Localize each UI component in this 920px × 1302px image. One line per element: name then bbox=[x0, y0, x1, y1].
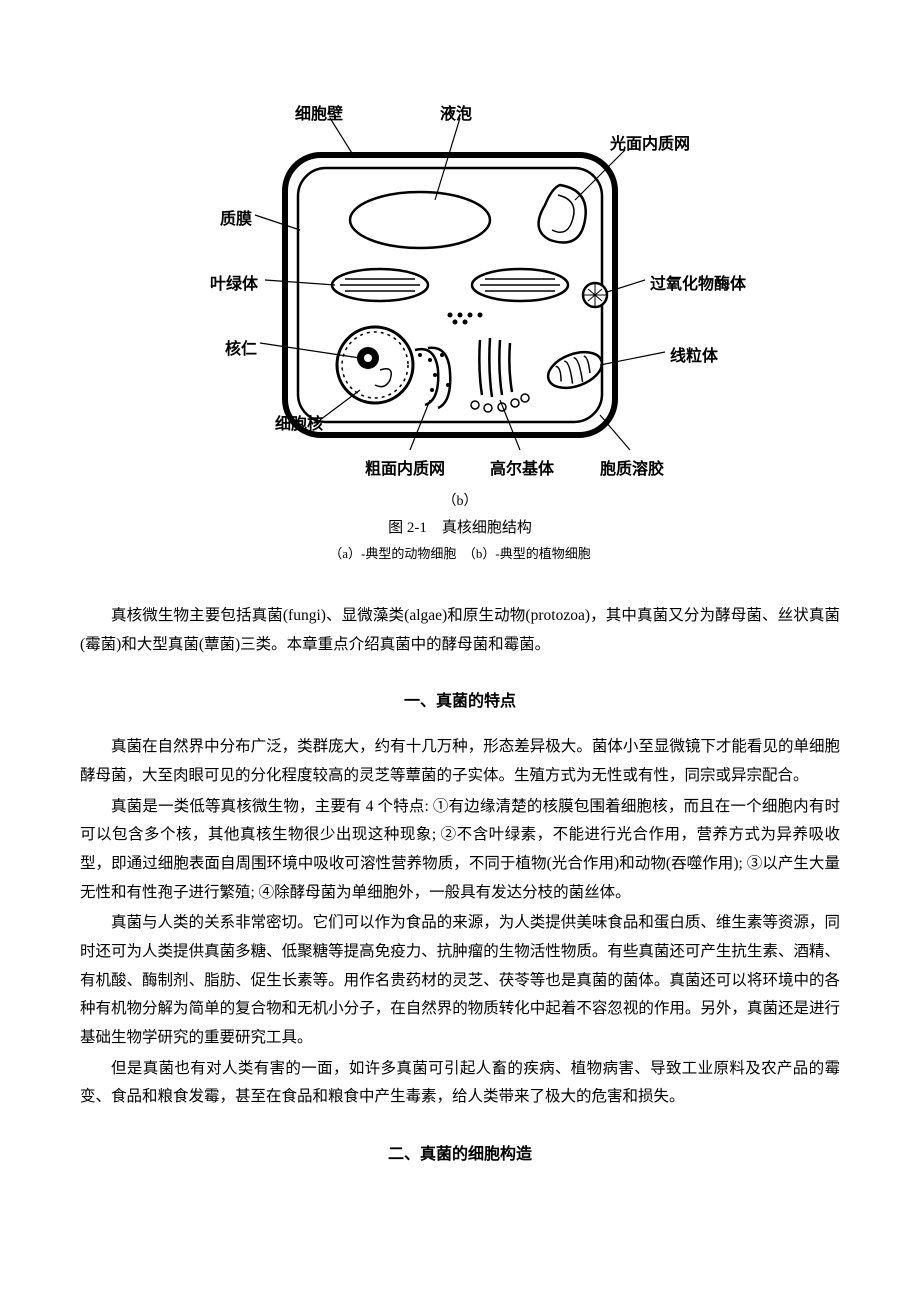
label-chloroplast: 叶绿体 bbox=[210, 270, 258, 294]
section1-p1: 真菌在自然界中分布广泛，类群庞大，约有十几万种，形态差异极大。菌体小至显微镜下才… bbox=[80, 733, 840, 790]
caption-subtitle: （a）-典型的动物细胞 （b）-典型的植物细胞 bbox=[80, 543, 840, 562]
label-vacuole: 液泡 bbox=[440, 100, 472, 124]
label-cytosol: 胞质溶胶 bbox=[600, 455, 664, 479]
cell-diagram: 细胞壁 液泡 光面内质网 质膜 叶绿体 过氧化物酶体 核仁 线粒体 细胞核 粗面… bbox=[180, 100, 740, 480]
figure-caption: （b） 图 2-1 真核细胞结构 （a）-典型的动物细胞 （b）-典型的植物细胞 bbox=[80, 490, 840, 562]
label-nucleus: 细胞核 bbox=[275, 410, 323, 434]
label-nucleolus: 核仁 bbox=[225, 335, 257, 359]
section1-heading: 一、真菌的特点 bbox=[80, 687, 840, 711]
label-plasma-membrane: 质膜 bbox=[220, 205, 252, 229]
section1-p4: 但是真菌也有对人类有害的一面，如许多真菌可引起人畜的疾病、植物病害、导致工业原料… bbox=[80, 1055, 840, 1112]
label-peroxisome: 过氧化物酶体 bbox=[650, 270, 746, 294]
section1-p2: 真菌是一类低等真核微生物，主要有 4 个特点: ①有边缘清楚的核膜包围着细胞核，… bbox=[80, 793, 840, 908]
label-cell-wall: 细胞壁 bbox=[295, 100, 343, 124]
section2-heading: 二、真菌的细胞构造 bbox=[80, 1140, 840, 1164]
caption-b-marker: （b） bbox=[80, 490, 840, 510]
label-golgi: 高尔基体 bbox=[490, 455, 554, 479]
label-mitochondrion: 线粒体 bbox=[670, 342, 718, 366]
caption-title: 图 2-1 真核细胞结构 bbox=[80, 516, 840, 537]
label-rough-er: 粗面内质网 bbox=[365, 455, 445, 479]
intro-paragraph: 真核微生物主要包括真菌(fungi)、显微藻类(algae)和原生动物(prot… bbox=[80, 602, 840, 659]
label-smooth-er: 光面内质网 bbox=[610, 130, 690, 154]
section1-p3: 真菌与人类的关系非常密切。它们可以作为食品的来源，为人类提供美味食品和蛋白质、维… bbox=[80, 909, 840, 1052]
